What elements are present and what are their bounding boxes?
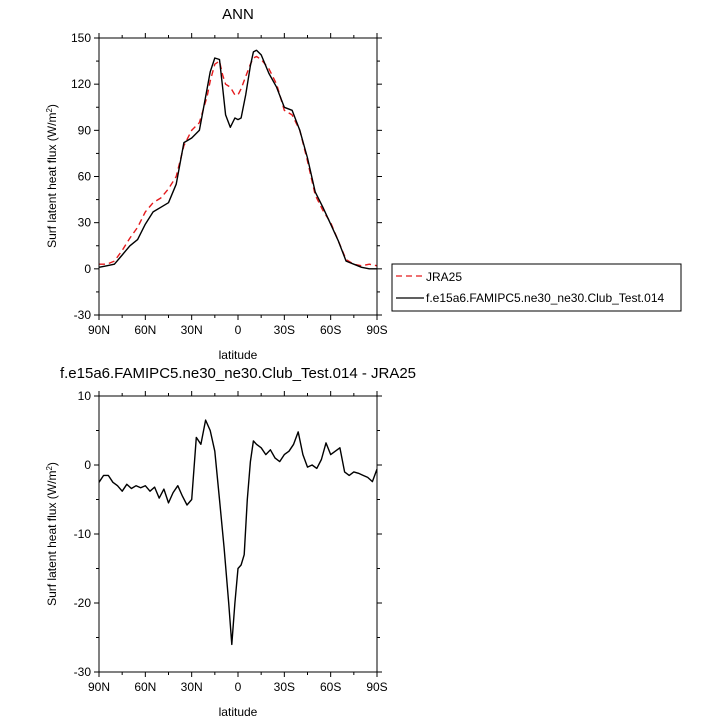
chart-title: f.e15a6.FAMIPC5.ne30_ne30.Club_Test.014 …: [60, 365, 416, 382]
y-tick-label: 0: [84, 458, 91, 472]
legend-box: [391, 263, 682, 312]
legend-label-jra25: JRA25: [426, 270, 462, 284]
y-tick-label: 0: [84, 262, 91, 276]
x-tick-label: 90N: [88, 323, 110, 337]
x-tick-label: 30S: [274, 680, 295, 694]
y-tick-label: 60: [78, 170, 92, 184]
y-tick-label: 90: [78, 123, 92, 137]
y-tick-label: 10: [78, 389, 92, 403]
y-tick-label: 120: [71, 77, 91, 91]
y-axis-label: Surf latent heat flux (W/m2): [45, 104, 60, 248]
tick-layer: 90N 60N 30N 0 30S 60S 90S -30 0 30 60 90 120 150: [71, 31, 388, 337]
x-axis-label: latitude: [219, 348, 258, 362]
y-tick-label: 30: [78, 216, 92, 230]
x-tick-label: 30N: [181, 323, 203, 337]
y-axis-label: Surf latent heat flux (W/m2): [45, 462, 60, 606]
x-tick-label: 30S: [274, 323, 295, 337]
series-layer: [98, 49, 378, 270]
x-tick-label: 60N: [134, 323, 156, 337]
plot-frame: [98, 37, 378, 316]
x-tick-label: 60S: [320, 680, 341, 694]
y-tick-label: -20: [74, 596, 92, 610]
y-tick-label: -10: [74, 527, 92, 541]
series-layer: [98, 419, 378, 646]
x-tick-label: 60S: [320, 323, 341, 337]
difference-panel: f.e15a6.FAMIPC5.ne30_ne30.Club_Test.014 …: [45, 365, 417, 719]
x-axis-label: latitude: [219, 705, 258, 719]
series-line: [98, 49, 377, 270]
y-tick-label: -30: [74, 308, 92, 322]
y-tick-label: 150: [71, 31, 91, 45]
x-tick-label: 0: [235, 323, 242, 337]
series-line: [99, 55, 378, 267]
x-tick-label: 90N: [88, 680, 110, 694]
series-line: [98, 419, 378, 646]
plot-frame: [98, 395, 378, 673]
y-tick-label: -30: [74, 665, 92, 679]
x-tick-label: 90S: [366, 323, 387, 337]
tick-layer: 90N 60N 30N 0 30S 60S 90S -30 -20 -10 0 10: [74, 389, 388, 694]
legend: JRA25 f.e15a6.FAMIPC5.ne30_ne30.Club_Tes…: [391, 263, 682, 312]
x-tick-label: 90S: [366, 680, 387, 694]
x-tick-label: 0: [235, 680, 242, 694]
x-tick-label: 30N: [181, 680, 203, 694]
annual-mean-panel: ANN 90N 60N 30N 0 30S 60S 90S-300306090120150 …: [45, 6, 682, 362]
x-tick-label: 60N: [134, 680, 156, 694]
legend-label-model: f.e15a6.FAMIPC5.ne30_ne30.Club_Test.014: [426, 291, 664, 305]
chart-title: ANN: [222, 6, 254, 23]
